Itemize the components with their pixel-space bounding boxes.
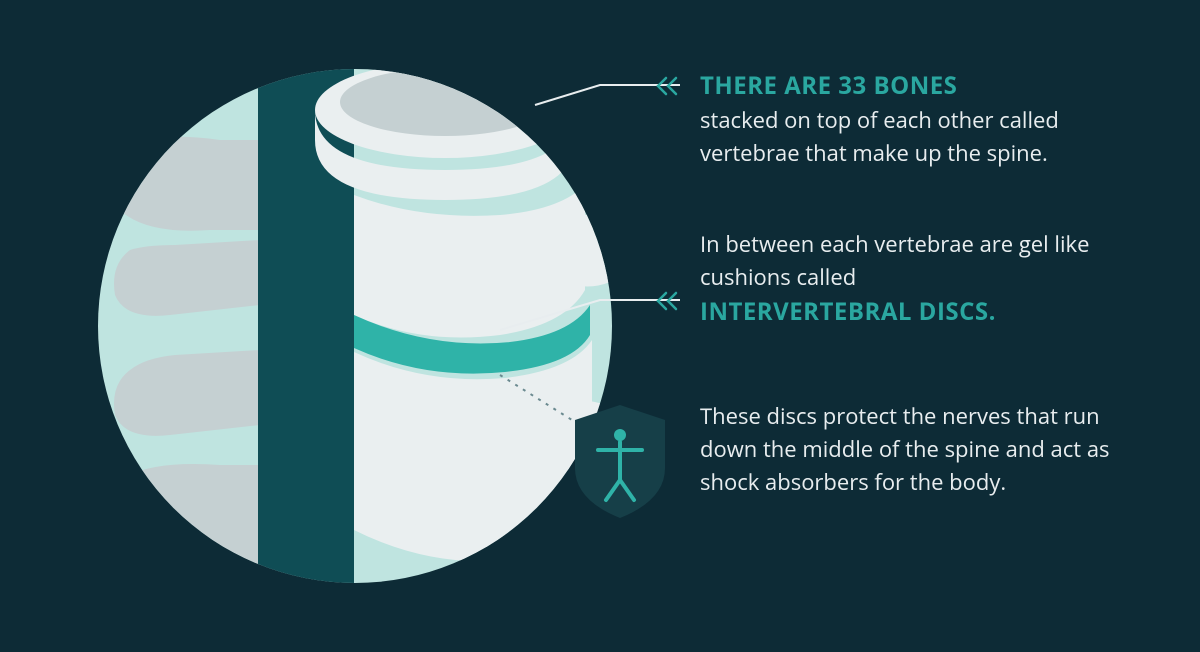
top-vertebra-ring xyxy=(315,62,575,200)
shield-badge xyxy=(575,405,665,518)
text-section-3: These discs protect the nerves that run … xyxy=(700,400,1120,499)
headline-bones: THERE ARE 33 BONES xyxy=(700,68,1120,104)
body-bones: stacked on top of each other called vert… xyxy=(700,104,1120,170)
infographic-canvas: THERE ARE 33 BONES stacked on top of eac… xyxy=(0,0,1200,652)
text-section-1: THERE ARE 33 BONES stacked on top of eac… xyxy=(700,68,1120,170)
lead-discs: In between each vertebrae are gel like c… xyxy=(700,228,1120,294)
text-section-2: In between each vertebrae are gel like c… xyxy=(700,228,1120,330)
headline-discs: INTERVERTEBRAL DISCS. xyxy=(700,294,1120,330)
body-protect: These discs protect the nerves that run … xyxy=(700,400,1120,499)
